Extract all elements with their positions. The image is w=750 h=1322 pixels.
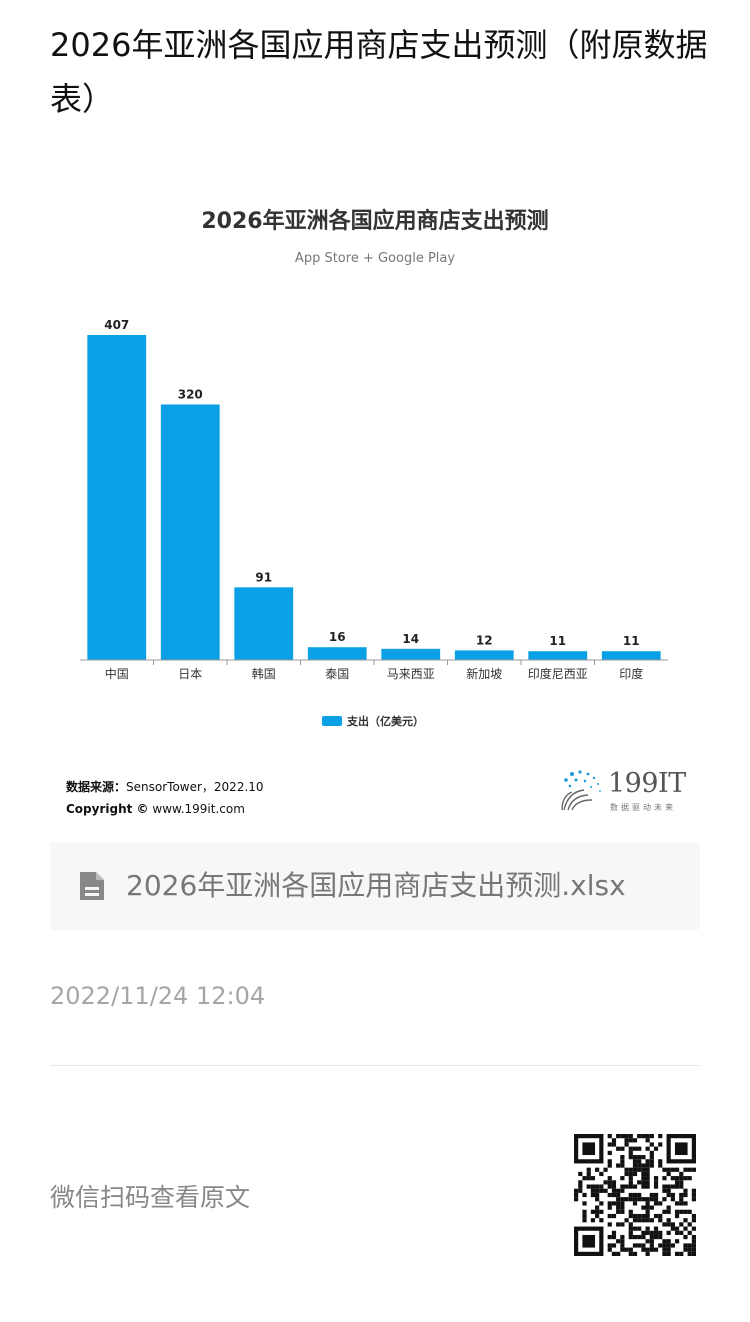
- source-line: 数据来源：SensorTower，2022.10: [66, 776, 264, 798]
- logo-tagline: 数据驱动未来: [610, 803, 676, 812]
- source-label: 数据来源：: [66, 780, 127, 794]
- chart-subtitle: App Store + Google Play: [295, 251, 455, 266]
- category-label-1: 日本: [178, 667, 202, 681]
- attachment-filename[interactable]: 2026年亚洲各国应用商店支出预测.xlsx: [126, 869, 626, 902]
- logo: 199IT 数据驱动未来: [558, 768, 698, 818]
- legend-swatch: [322, 716, 342, 726]
- value-label-4: 14: [402, 632, 419, 646]
- copyright-value: www.199it.com: [152, 802, 245, 816]
- category-label-5: 新加坡: [466, 666, 502, 681]
- qr-code-icon[interactable]: [574, 1134, 696, 1256]
- legend-label: 支出（亿美元）: [346, 714, 424, 728]
- legend: 支出（亿美元）: [322, 714, 424, 728]
- chart-title: 2026年亚洲各国应用商店支出预测: [201, 208, 548, 234]
- value-label-2: 91: [255, 570, 272, 584]
- category-label-4: 马来西亚: [387, 667, 435, 681]
- bar-4: [381, 648, 441, 660]
- category-label-0: 中国: [105, 666, 129, 681]
- chart-image: 2026年亚洲各国应用商店支出预测 App Store + Google Pla…: [50, 190, 700, 830]
- bar-3: [307, 647, 367, 660]
- bars-group: [87, 335, 661, 660]
- value-label-7: 11: [623, 634, 640, 648]
- bar-5: [454, 650, 514, 660]
- attachment-card[interactable]: 2026年亚洲各国应用商店支出预测.xlsx: [50, 842, 700, 930]
- publish-timestamp: 2022/11/24 12:04: [50, 982, 266, 1010]
- bar-1: [160, 404, 220, 660]
- divider: [50, 1065, 700, 1066]
- value-label-3: 16: [329, 630, 346, 644]
- category-label-3: 泰国: [325, 667, 349, 681]
- value-labels-group: 407 320 91 16 14 12 11 11: [104, 318, 639, 648]
- bar-chart: 2026年亚洲各国应用商店支出预测 App Store + Google Pla…: [80, 208, 668, 728]
- page-title: 2026年亚洲各国应用商店支出预测（附原数据表）: [50, 26, 708, 118]
- bar-2: [234, 587, 294, 660]
- source-block: 数据来源：SensorTower，2022.10 Copyright © www…: [66, 776, 264, 820]
- bar-0: [87, 335, 147, 660]
- qr-hint-text: 微信扫码查看原文: [50, 1183, 251, 1212]
- bar-7: [601, 651, 661, 660]
- source-value: SensorTower，2022.10: [126, 780, 264, 794]
- value-label-5: 12: [476, 633, 493, 647]
- copyright-label: Copyright ©: [66, 802, 149, 816]
- logo-text: 199IT: [608, 768, 686, 799]
- category-label-7: 印度: [619, 666, 643, 681]
- category-label-2: 韩国: [252, 666, 276, 681]
- bar-6: [528, 651, 588, 660]
- value-label-6: 11: [549, 634, 566, 648]
- logo-mark-icon: [561, 770, 601, 811]
- x-axis: 中国 日本 韩国 泰国 马来西亚 新加坡 印度尼西亚 印度: [80, 659, 668, 681]
- document-icon: [80, 872, 104, 900]
- value-label-0: 407: [104, 318, 129, 332]
- value-label-1: 320: [178, 387, 203, 401]
- category-label-6: 印度尼西亚: [528, 666, 588, 681]
- copyright-line: Copyright © www.199it.com: [66, 798, 264, 820]
